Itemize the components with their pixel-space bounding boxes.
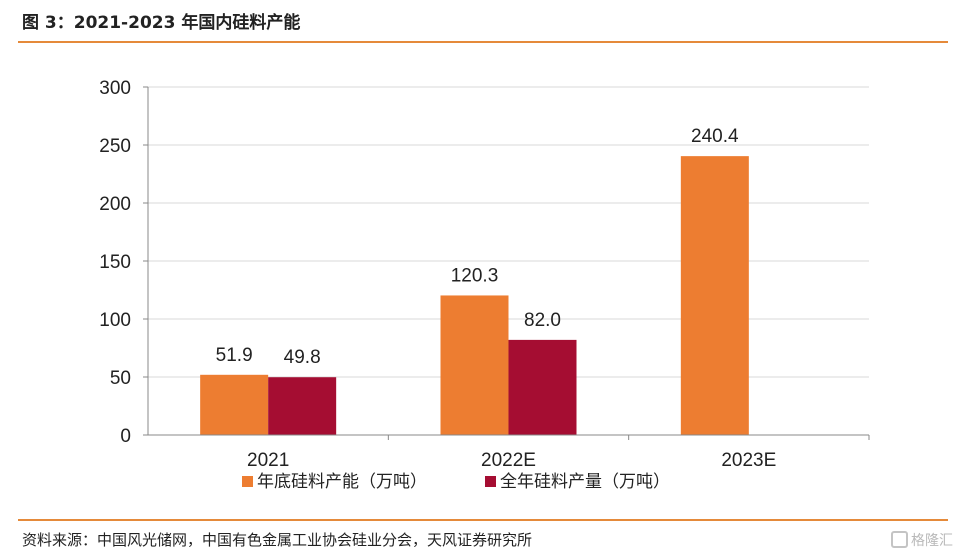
bar-2022E-series-1 — [440, 295, 509, 435]
data-label: 120.3 — [451, 265, 499, 286]
y-tick-label: 0 — [120, 426, 131, 447]
x-tick-label: 2022E — [481, 450, 536, 471]
legend-swatch-series-2 — [485, 476, 496, 487]
bar-2021-series-2 — [268, 377, 337, 435]
bar-chart: 0 50 100 150 200 250 300 51.9 49.8 120.3 82.0 240.… — [99, 78, 870, 492]
y-tick-label: 50 — [110, 368, 131, 389]
data-labels: 51.9 49.8 120.3 82.0 240.4 — [216, 126, 739, 368]
y-tick-label: 250 — [99, 136, 131, 157]
legend: 年底硅料产能（万吨） 全年硅料产量（万吨） — [242, 472, 670, 492]
x-tick-label: 2023E — [721, 450, 776, 471]
data-label: 49.8 — [284, 347, 321, 368]
y-axis-ticks: 0 50 100 150 200 250 300 — [99, 78, 148, 447]
figure-title: 图 3：2021-2023 年国内硅料产能 — [22, 13, 301, 33]
bar-2022E-series-2 — [508, 339, 577, 435]
y-tick-label: 300 — [99, 78, 131, 99]
y-tick-label: 150 — [99, 252, 131, 273]
bars — [200, 156, 749, 436]
y-tick-label: 200 — [99, 194, 131, 215]
watermark: 格隆汇 — [891, 530, 953, 550]
legend-swatch-series-1 — [242, 476, 253, 487]
watermark-logo-icon — [891, 531, 908, 548]
title-divider — [18, 41, 948, 43]
legend-label-series-1: 年底硅料产能（万吨） — [257, 472, 427, 492]
x-tick-label: 2021 — [247, 450, 289, 471]
bar-2021-series-1 — [200, 374, 269, 435]
data-label: 82.0 — [524, 310, 561, 331]
x-axis: 2021 2022E 2023E — [147, 87, 870, 471]
source-divider — [18, 519, 948, 521]
bar-2023E-series-1 — [680, 156, 749, 436]
data-label: 240.4 — [691, 126, 739, 147]
legend-label-series-2: 全年硅料产量（万吨） — [500, 472, 670, 492]
source-note: 资料来源：中国风光储网，中国有色金属工业协会硅业分会，天风证券研究所 — [22, 531, 533, 549]
data-label: 51.9 — [216, 345, 253, 366]
watermark-text: 格隆汇 — [911, 533, 953, 549]
y-tick-label: 100 — [99, 310, 131, 331]
